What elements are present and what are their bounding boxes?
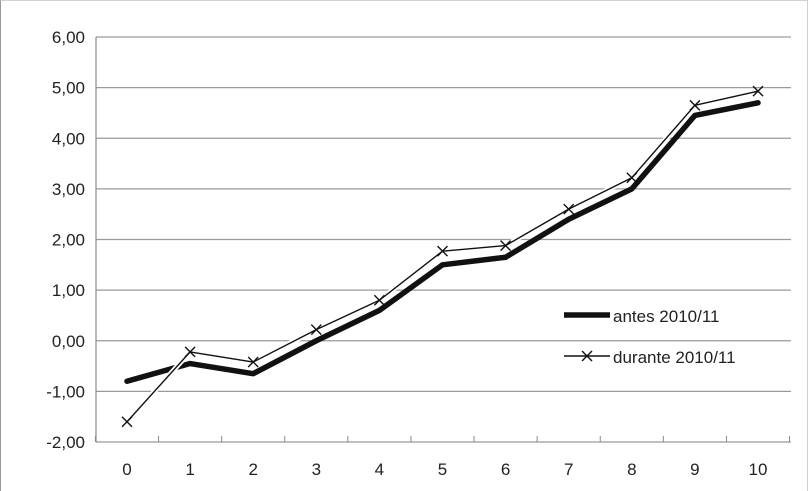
data-point-durante xyxy=(689,99,701,111)
y-tick-label: 4,00 xyxy=(52,129,85,148)
legend-entry-durante: durante 2010/11 xyxy=(564,348,736,367)
y-tick-label: -2,00 xyxy=(46,433,85,452)
series-layer xyxy=(121,85,764,428)
y-tick-label: 0,00 xyxy=(52,332,85,351)
x-tick-label: 2 xyxy=(248,460,257,479)
data-point-durante xyxy=(626,172,638,184)
y-axis-tick-labels: -2,00 -1,00 0,00 1,00 2,00 3,00 4,00 5,00 6,00 xyxy=(46,28,85,452)
data-point-durante xyxy=(310,324,322,336)
data-point-durante xyxy=(563,203,575,215)
x-tick-label: 3 xyxy=(312,460,321,479)
marker-stroke xyxy=(310,324,322,336)
marker-stroke xyxy=(752,85,764,97)
marker-stroke xyxy=(581,350,593,362)
data-point-durante xyxy=(121,416,133,428)
y-tick-label: 6,00 xyxy=(52,28,85,47)
legend-label-durante: durante 2010/11 xyxy=(613,348,736,367)
x-tick-label: 10 xyxy=(749,460,768,479)
series-line-durante xyxy=(126,90,759,423)
marker-stroke xyxy=(437,245,448,257)
marker-stroke xyxy=(563,203,575,215)
x-tick-label: 8 xyxy=(627,460,636,479)
y-tick-label: 1,00 xyxy=(52,281,85,300)
y-tick-label: 3,00 xyxy=(52,180,85,199)
marker-stroke xyxy=(121,416,133,428)
legend: antes 2010/11 durante 2010/11 xyxy=(564,307,736,367)
x-tick-label: 0 xyxy=(122,460,131,479)
legend-entry-antes: antes 2010/11 xyxy=(564,307,720,326)
data-point-durante xyxy=(752,85,764,97)
y-tick-label: 2,00 xyxy=(52,231,85,250)
legend-x-marker xyxy=(581,350,593,362)
legend-label-antes: antes 2010/11 xyxy=(613,307,720,326)
axes xyxy=(94,37,791,442)
marker-stroke xyxy=(689,99,701,111)
y-tick-label: 5,00 xyxy=(52,79,85,98)
gridlines xyxy=(96,36,791,443)
x-tick-label: 6 xyxy=(501,460,510,479)
x-tick-label: 7 xyxy=(564,460,573,479)
data-point-durante xyxy=(373,294,385,306)
data-point-durante xyxy=(500,240,512,252)
x-tick-label: 9 xyxy=(690,460,699,479)
x-tick-label: 1 xyxy=(185,460,194,479)
data-point-durante xyxy=(437,245,448,257)
marker-stroke xyxy=(184,346,196,358)
legend-marker-durante xyxy=(581,350,593,362)
x-tick-label: 5 xyxy=(438,460,447,479)
series-line-antes xyxy=(124,100,761,384)
marker-stroke xyxy=(373,294,385,306)
x-tick-label: 4 xyxy=(375,460,384,479)
data-point-durante xyxy=(184,346,196,358)
y-tick-label: -1,00 xyxy=(46,382,85,401)
marker-stroke xyxy=(500,240,512,252)
marker-stroke xyxy=(247,356,259,368)
data-point-durante xyxy=(247,356,259,368)
marker-stroke xyxy=(626,172,638,184)
x-axis-tick-labels: 0 1 2 3 4 5 6 7 8 9 10 xyxy=(122,460,767,479)
